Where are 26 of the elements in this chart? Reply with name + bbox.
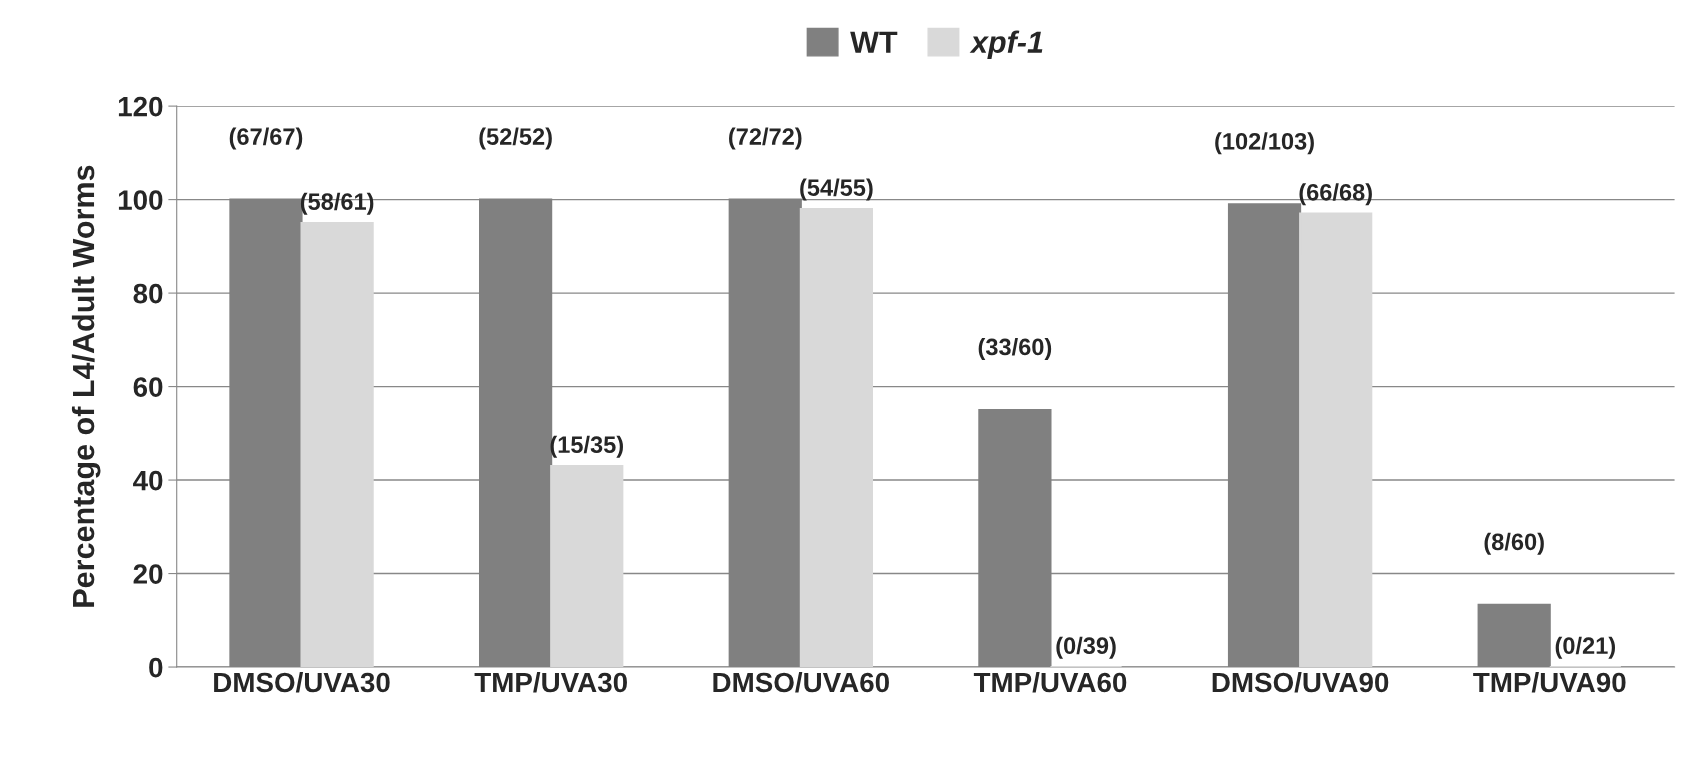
y-tick-label: 120 bbox=[118, 96, 163, 117]
y-tick-label: 0 bbox=[149, 657, 163, 678]
y-tick-label: 20 bbox=[133, 564, 163, 584]
x-tick-label: TMP/UVA60 bbox=[973, 671, 1127, 693]
y-tick-label: 100 bbox=[118, 190, 163, 210]
x-tick-label: TMP/UVA30 bbox=[474, 671, 627, 693]
x-tick-label: DMSO/UVA30 bbox=[214, 671, 390, 693]
y-tick-label: 80 bbox=[133, 283, 163, 304]
y-tick-label: 60 bbox=[133, 377, 163, 397]
data-label: (72/72) bbox=[729, 127, 802, 150]
y-axis-title: Percentage of L4/Adult Worms bbox=[71, 165, 101, 607]
y-tick-label: 40 bbox=[133, 470, 163, 491]
legend-label: WT bbox=[850, 31, 898, 53]
data-label: (66/68) bbox=[1299, 183, 1372, 206]
data-label: (0/39) bbox=[1056, 636, 1116, 659]
data-label: (0/21) bbox=[1555, 636, 1616, 659]
x-tick-label: DMSO/UVA90 bbox=[1212, 671, 1389, 693]
legend-label: xpf-1 bbox=[969, 30, 1043, 59]
data-label: (33/60) bbox=[978, 337, 1052, 360]
data-label: (102/103) bbox=[1215, 132, 1314, 155]
x-tick-label: DMSO/UVA60 bbox=[713, 671, 889, 693]
data-label: (54/55) bbox=[800, 178, 873, 201]
data-label: (67/67) bbox=[229, 127, 303, 150]
data-label: (52/52) bbox=[479, 127, 552, 150]
x-tick-label: TMP/UVA90 bbox=[1473, 671, 1626, 693]
data-label: (8/60) bbox=[1484, 532, 1544, 555]
